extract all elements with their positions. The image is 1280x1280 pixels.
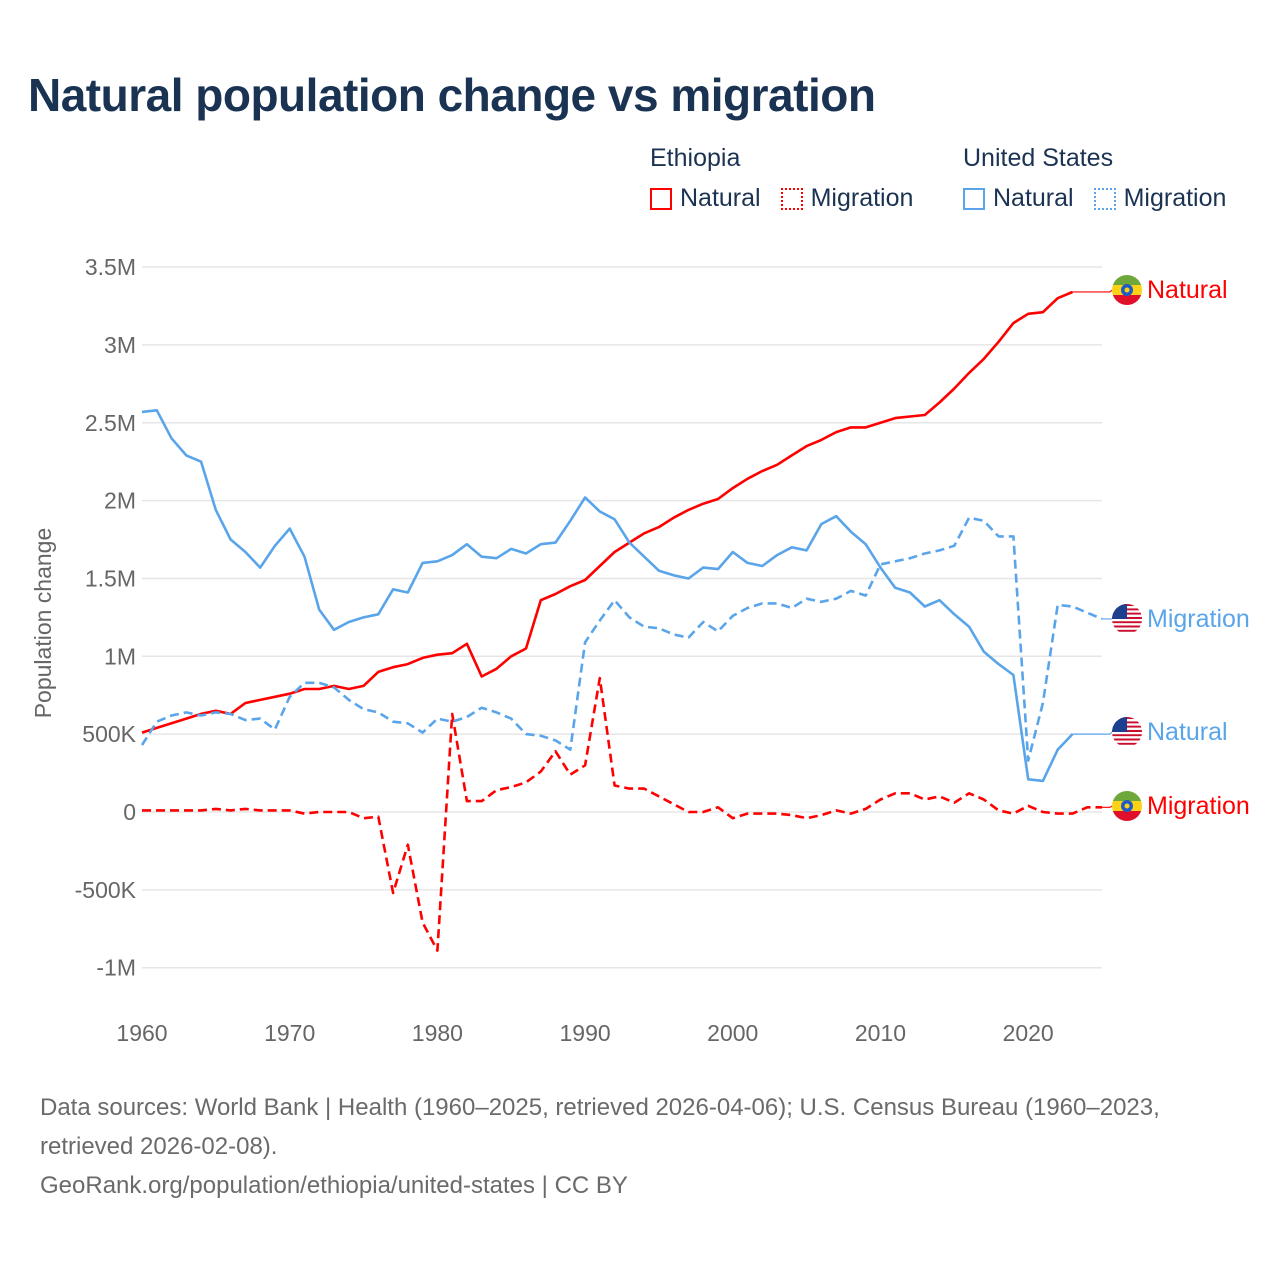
y-tick-label: 2M — [104, 488, 136, 514]
y-tick-label: 2.5M — [85, 410, 136, 436]
legend-label: Migration — [810, 184, 914, 212]
y-axis-label: Population change — [30, 528, 56, 719]
legend-item-ethiopia-natural[interactable]: Natural — [650, 184, 761, 213]
y-tick-label: -1M — [96, 955, 136, 981]
ethiopia-flag-icon — [1112, 791, 1142, 821]
x-tick-label: 1960 — [116, 1020, 167, 1046]
series-line-united-states-natural[interactable] — [141, 408, 1074, 783]
legend-ethiopia: Ethiopia Natural Migration — [650, 144, 933, 213]
legend-label: Migration — [1123, 184, 1227, 212]
ethiopia-flag-icon — [1112, 275, 1142, 305]
label-connector — [1072, 731, 1113, 735]
series-line-ethiopia-migration[interactable] — [142, 676, 1102, 952]
legend-united-states: United States Natural Migration — [963, 144, 1246, 213]
y-tick-label: -500K — [75, 877, 137, 903]
y-tick-label: 1.5M — [85, 565, 136, 591]
y-tick-label: 0 — [123, 799, 136, 825]
series-end-label: Natural — [1147, 718, 1228, 746]
y-tick-label: 1M — [104, 643, 136, 669]
x-tick-label: 2020 — [1003, 1020, 1054, 1046]
source-link[interactable]: GeoRank.org/population/ethiopia/united-s… — [40, 1172, 628, 1199]
us-flag-icon — [1112, 604, 1142, 634]
series-line-united-states-migration[interactable] — [140, 516, 1103, 762]
footer: Data sources: World Bank | Health (1960–… — [40, 1088, 1250, 1205]
us-flag-icon — [1112, 717, 1142, 747]
x-tick-label: 2000 — [707, 1020, 758, 1046]
data-sources: Data sources: World Bank | Health (1960–… — [40, 1094, 1160, 1160]
series-end-label: Natural — [1147, 276, 1228, 304]
x-tick-label: 2010 — [855, 1020, 906, 1046]
legend-item-us-natural[interactable]: Natural — [963, 184, 1074, 213]
y-tick-label: 500K — [82, 721, 136, 747]
series-line-ethiopia-natural[interactable] — [141, 290, 1074, 734]
legend-label: Natural — [993, 184, 1074, 212]
y-tick-label: 3.5M — [85, 254, 136, 280]
page-title: Natural population change vs migration — [28, 69, 876, 121]
y-tick-label: 3M — [104, 332, 136, 358]
series-end-label: Migration — [1147, 605, 1250, 633]
legend-item-us-migration[interactable]: Migration — [1093, 184, 1227, 213]
x-tick-label: 1990 — [559, 1020, 610, 1046]
legend-country: Ethiopia — [650, 144, 741, 172]
legend-label: Natural — [680, 184, 761, 212]
series-end-label: Migration — [1147, 792, 1250, 820]
label-connector — [1072, 289, 1113, 293]
x-tick-label: 1970 — [264, 1020, 315, 1046]
legend-item-ethiopia-migration[interactable]: Migration — [780, 184, 914, 213]
legend-country: United States — [963, 144, 1114, 172]
label-connector — [1102, 805, 1113, 808]
x-tick-label: 1980 — [412, 1020, 463, 1046]
